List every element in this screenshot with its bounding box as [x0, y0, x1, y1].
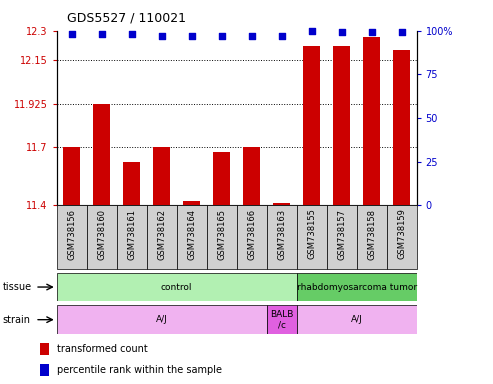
Point: [368, 30, 376, 36]
Bar: [183, 200, 200, 205]
Point: [98, 31, 106, 37]
Bar: [326, 205, 356, 269]
Bar: [147, 205, 176, 269]
Text: GSM738161: GSM738161: [127, 209, 136, 260]
Bar: [94, 104, 110, 205]
Text: GDS5527 / 110021: GDS5527 / 110021: [67, 12, 185, 25]
Bar: [363, 36, 380, 205]
Bar: [297, 273, 417, 301]
Bar: [213, 152, 230, 205]
Text: GSM738164: GSM738164: [187, 209, 196, 260]
Bar: [267, 305, 297, 334]
Text: GSM738157: GSM738157: [337, 209, 346, 260]
Bar: [87, 205, 117, 269]
Text: transformed count: transformed count: [57, 344, 148, 354]
Text: GSM738159: GSM738159: [397, 209, 406, 260]
Point: [158, 33, 166, 39]
Bar: [393, 50, 410, 205]
Text: GSM738166: GSM738166: [247, 209, 256, 260]
Bar: [333, 46, 350, 205]
Text: rhabdomyosarcoma tumor: rhabdomyosarcoma tumor: [297, 283, 417, 291]
Bar: [40, 364, 49, 376]
Text: A/J: A/J: [156, 315, 168, 324]
Bar: [40, 343, 49, 355]
Text: BALB
/c: BALB /c: [270, 310, 293, 329]
Point: [338, 30, 346, 36]
Bar: [237, 205, 267, 269]
Text: GSM738160: GSM738160: [97, 209, 106, 260]
Bar: [274, 204, 290, 205]
Bar: [57, 273, 297, 301]
Bar: [153, 147, 170, 205]
Bar: [244, 147, 260, 205]
Bar: [303, 46, 320, 205]
Text: GSM738165: GSM738165: [217, 209, 226, 260]
Text: strain: strain: [2, 315, 31, 325]
Point: [128, 31, 136, 37]
Text: GSM738155: GSM738155: [307, 209, 316, 260]
Point: [278, 33, 285, 39]
Point: [188, 33, 196, 39]
Point: [247, 33, 255, 39]
Text: GSM738162: GSM738162: [157, 209, 166, 260]
Bar: [57, 205, 87, 269]
Bar: [267, 205, 297, 269]
Bar: [207, 205, 237, 269]
Bar: [64, 147, 80, 205]
Point: [308, 28, 316, 34]
Text: A/J: A/J: [351, 315, 362, 324]
Point: [398, 30, 406, 36]
Point: [68, 31, 75, 37]
Bar: [57, 305, 267, 334]
Point: [218, 33, 226, 39]
Text: tissue: tissue: [2, 282, 32, 292]
Bar: [356, 205, 387, 269]
Text: GSM738163: GSM738163: [277, 209, 286, 260]
Bar: [176, 205, 207, 269]
Text: control: control: [161, 283, 192, 291]
Bar: [297, 205, 326, 269]
Bar: [123, 162, 140, 205]
Text: GSM738156: GSM738156: [67, 209, 76, 260]
Bar: [297, 305, 417, 334]
Text: percentile rank within the sample: percentile rank within the sample: [57, 365, 222, 375]
Bar: [117, 205, 147, 269]
Text: GSM738158: GSM738158: [367, 209, 376, 260]
Bar: [387, 205, 417, 269]
